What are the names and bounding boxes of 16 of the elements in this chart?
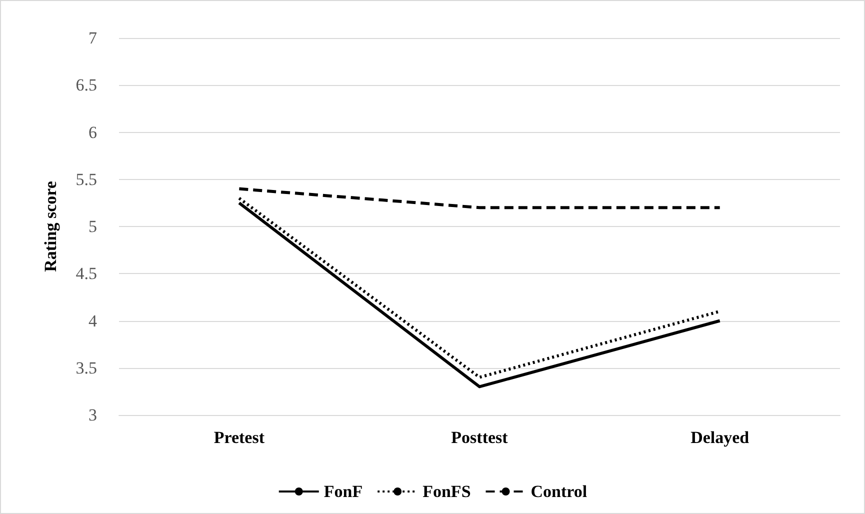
y-tick-label: 6 xyxy=(88,122,97,142)
legend-label: FonFS xyxy=(422,482,471,501)
x-tick-label: Posttest xyxy=(451,428,508,447)
legend-label: Control xyxy=(530,482,588,501)
y-tick-label: 6.5 xyxy=(76,76,97,95)
y-tick-label: 4.5 xyxy=(76,264,97,284)
y-axis-title: Rating score xyxy=(41,180,60,272)
y-tick-label: 5.5 xyxy=(76,170,97,189)
x-tick-label: Delayed xyxy=(690,428,750,447)
y-tick-label: 5 xyxy=(88,217,97,236)
y-tick-label: 7 xyxy=(88,28,98,48)
y-tick-label: 4 xyxy=(88,311,98,330)
legend-label: FonF xyxy=(324,482,363,501)
y-tick-label: 3 xyxy=(88,406,97,424)
x-tick-label: Pretest xyxy=(214,428,265,447)
y-tick-label: 3.5 xyxy=(76,358,97,378)
